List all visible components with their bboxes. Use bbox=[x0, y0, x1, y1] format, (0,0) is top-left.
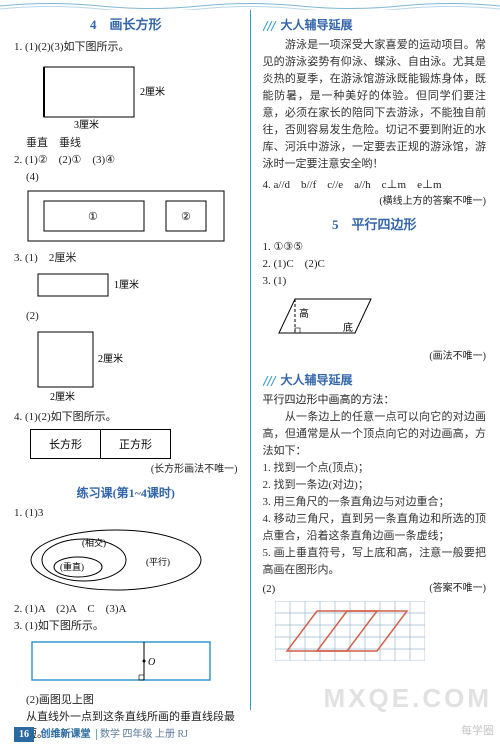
cell-square: 正方形 bbox=[101, 430, 171, 459]
svg-text:1厘米: 1厘米 bbox=[114, 278, 139, 291]
q3-text: 3. (1) 2厘米 bbox=[14, 250, 238, 267]
ext2-step-1: 1. 找到一个点(顶点)； bbox=[263, 460, 487, 477]
svg-text:(平行): (平行) bbox=[146, 556, 170, 567]
svg-text:底: 底 bbox=[343, 321, 353, 334]
ext2-step-3: 3. 用三角尺的一条直角边与对边重合； bbox=[263, 494, 487, 511]
q2-sub: (4) bbox=[14, 169, 238, 186]
svg-text:2厘米: 2厘米 bbox=[98, 352, 123, 365]
figure-q3b: 2厘米 2厘米 bbox=[26, 328, 238, 406]
svg-text:3厘米: 3厘米 bbox=[74, 118, 99, 129]
r-q4: 4. a//d b//f c//e a//h c⊥m e⊥m bbox=[263, 177, 487, 194]
page-number: 16 bbox=[14, 727, 34, 742]
table-note: (长方形画法不唯一) bbox=[14, 462, 238, 478]
ext2-step-5: 5. 画上垂直符号，写上底和高，注意一般要把高画在图形内。 bbox=[263, 545, 487, 579]
q4-text: 4. (1)(2)如下图所示。 bbox=[14, 409, 238, 426]
p1-text: 1. (1)3 bbox=[14, 505, 238, 522]
ext2-step-2: 2. 找到一条边(对边)； bbox=[263, 477, 487, 494]
ext-title-2-text: 大人辅导延展 bbox=[281, 373, 353, 387]
s5-q3-2: (2) (答案不唯一) bbox=[263, 581, 487, 598]
page-footer: 16 创维新课堂 数学 四年级 上册 RJ bbox=[14, 725, 188, 740]
extension-title-1: 大人辅导延展 bbox=[263, 16, 487, 33]
s5-q3-2-label: (2) bbox=[263, 583, 276, 595]
fig1-below: 垂直 垂线 bbox=[14, 135, 238, 152]
q1-text: 1. (1)(2)(3)如下图所示。 bbox=[14, 39, 238, 56]
section-5-title: 5 平行四边形 bbox=[263, 214, 487, 233]
shape-table: 长方形 正方形 bbox=[30, 429, 171, 459]
svg-text:O: O bbox=[148, 657, 155, 668]
q2-text: 2. (1)② (2)① (3)④ bbox=[14, 152, 238, 169]
svg-text:(相交): (相交) bbox=[82, 537, 106, 548]
s5-q1: 1. ①③⑤ bbox=[263, 239, 487, 256]
svg-text:(重直): (重直) bbox=[60, 561, 84, 572]
svg-text:2厘米: 2厘米 bbox=[140, 85, 165, 98]
right-column: 大人辅导延展 游泳是一项深受大家喜爱的运动项目。常见的游泳姿势有仰泳、蝶泳、自由… bbox=[263, 10, 487, 710]
grid-parallelogram-figure bbox=[275, 601, 487, 664]
watermark-main: MXQE.COM bbox=[324, 683, 492, 714]
svg-text:2厘米: 2厘米 bbox=[50, 390, 75, 403]
q3-2: (2) bbox=[14, 308, 238, 325]
figure-q2: ① ② bbox=[26, 189, 238, 247]
ext2-step-4: 4. 移动三角尺，直到另一条直角边和所选的顶点重合，沿着这条直角边画一条虚线； bbox=[263, 511, 487, 545]
venn-figure: (相交) (重直) (平行) bbox=[26, 525, 238, 598]
hatch-icon bbox=[263, 376, 277, 386]
p3-2: (2)画图见上图 bbox=[14, 692, 238, 709]
ext2-lead: 平行四边形中画高的方法： bbox=[263, 392, 487, 409]
extension-title-2: 大人辅导延展 bbox=[263, 371, 487, 388]
cell-rectangle: 长方形 bbox=[31, 430, 101, 459]
column-divider bbox=[250, 10, 251, 710]
section-4-title: 4 画长方形 bbox=[14, 14, 238, 33]
header-wave bbox=[0, 0, 500, 10]
footer-edition: 数学 四年级 上册 RJ bbox=[100, 729, 188, 740]
parallelogram-figure: 高 底 bbox=[275, 293, 487, 346]
continued-note: (答案不唯一) bbox=[429, 581, 486, 597]
left-column: 4 画长方形 1. (1)(2)(3)如下图所示。 2厘米 3厘米 垂直 垂线 … bbox=[14, 10, 238, 710]
s5-q3: 3. (1) bbox=[263, 273, 487, 290]
s5-q3-note: (画法不唯一) bbox=[263, 349, 487, 365]
extension-body: 游泳是一项深受大家喜爱的运动项目。常见的游泳姿势有仰泳、蝶泳、自由泳。尤其是炎热… bbox=[263, 37, 487, 173]
ext2-p1: 从一条边上的任意一点可以向它的对边画高，但通常是从一个顶点向它的对边画高，方法如… bbox=[263, 409, 487, 460]
footer-series: 创维新课堂 bbox=[41, 729, 91, 740]
figure-p3: O bbox=[26, 638, 238, 689]
svg-text:高: 高 bbox=[299, 307, 309, 320]
ext-title-1-text: 大人辅导延展 bbox=[281, 18, 353, 32]
watermark-sub: 每学圈 bbox=[461, 722, 494, 738]
r-q4-note: (横线上方的答案不唯一) bbox=[263, 194, 487, 210]
practice-title: 练习课(第1~4课时) bbox=[14, 484, 238, 501]
svg-text:②: ② bbox=[181, 211, 191, 223]
p3-text: 3. (1)如下图所示。 bbox=[14, 618, 238, 635]
p2-text: 2. (1)A (2)A C (3)A bbox=[14, 601, 238, 618]
figure-rect-1: 2厘米 3厘米 bbox=[26, 59, 238, 132]
s5-q2: 2. (1)C (2)C bbox=[263, 256, 487, 273]
svg-text:①: ① bbox=[88, 211, 98, 223]
figure-q3a: 1厘米 bbox=[26, 270, 238, 305]
hatch-icon bbox=[263, 21, 277, 31]
